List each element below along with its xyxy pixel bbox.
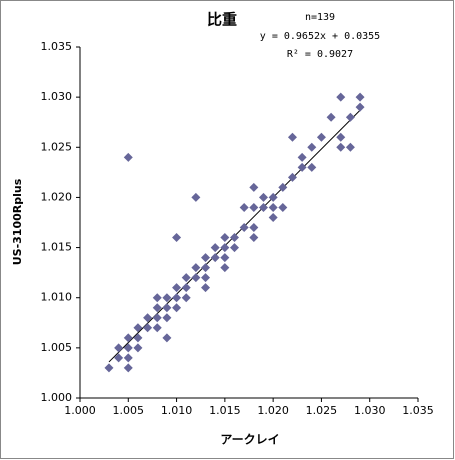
data-point (268, 202, 278, 212)
data-point (201, 253, 211, 263)
data-point (345, 112, 355, 122)
data-point (239, 223, 249, 233)
data-point (172, 233, 182, 243)
data-point (181, 293, 191, 303)
data-point (191, 192, 201, 202)
data-point (143, 313, 153, 323)
data-point (152, 303, 162, 313)
data-point (239, 202, 249, 212)
data-point (297, 162, 307, 172)
data-point (249, 223, 259, 233)
data-point (152, 313, 162, 323)
data-point (201, 283, 211, 293)
annotation: R² = 0.9027 (287, 49, 353, 60)
data-point (220, 253, 230, 263)
data-point (133, 333, 143, 343)
data-point (114, 343, 124, 353)
y-tick-label: 1.000 (41, 391, 73, 404)
data-point (278, 202, 288, 212)
chart-title: 比重 (207, 11, 237, 29)
data-point (336, 142, 346, 152)
data-point (133, 343, 143, 353)
x-tick-label: 1.010 (161, 404, 193, 417)
data-point (143, 323, 153, 333)
data-point (123, 343, 133, 353)
data-point (355, 102, 365, 112)
data-point (287, 132, 297, 142)
data-point (172, 303, 182, 313)
data-point (268, 192, 278, 202)
data-point (258, 202, 268, 212)
y-tick-label: 1.025 (41, 140, 73, 153)
data-point (172, 283, 182, 293)
data-point (345, 142, 355, 152)
data-point (249, 233, 259, 243)
data-point (336, 92, 346, 102)
data-point (220, 243, 230, 253)
x-tick-label: 1.035 (402, 404, 434, 417)
x-tick-label: 1.015 (209, 404, 241, 417)
data-point (210, 253, 220, 263)
data-point (230, 233, 240, 243)
data-point (181, 283, 191, 293)
y-tick-label: 1.035 (41, 40, 73, 53)
data-point (133, 323, 143, 333)
x-tick-label: 1.000 (64, 404, 96, 417)
data-point (114, 353, 124, 363)
annotation: y = 0.9652x + 0.0355 (260, 31, 380, 42)
data-point (152, 293, 162, 303)
data-point (268, 212, 278, 222)
data-point (355, 92, 365, 102)
data-point (249, 182, 259, 192)
data-point (287, 172, 297, 182)
data-point (172, 293, 182, 303)
data-point (162, 333, 172, 343)
data-point (162, 303, 172, 313)
data-point (191, 273, 201, 283)
x-tick-label: 1.025 (306, 404, 338, 417)
data-point (210, 243, 220, 253)
data-point (258, 192, 268, 202)
data-point (181, 273, 191, 283)
x-tick-label: 1.020 (257, 404, 289, 417)
data-point (162, 293, 172, 303)
y-tick-label: 1.020 (41, 190, 73, 203)
x-tick-label: 1.005 (113, 404, 145, 417)
data-point (152, 323, 162, 333)
data-point (123, 363, 133, 373)
data-point (307, 162, 317, 172)
data-point (230, 243, 240, 253)
annotation: n=139 (305, 12, 335, 23)
data-point (201, 263, 211, 273)
data-point (297, 152, 307, 162)
data-point (336, 132, 346, 142)
data-point (191, 263, 201, 273)
y-tick-label: 1.015 (41, 241, 73, 254)
y-tick-label: 1.030 (41, 90, 73, 103)
data-point (201, 273, 211, 283)
data-point (220, 233, 230, 243)
data-point (249, 202, 259, 212)
data-point (123, 152, 133, 162)
y-axis-label: US-3100Rplus (11, 178, 24, 265)
data-point (316, 132, 326, 142)
y-tick-label: 1.010 (41, 291, 73, 304)
data-point (220, 263, 230, 273)
x-axis-label: アークレイ (220, 433, 279, 447)
data-point (326, 112, 336, 122)
y-tick-label: 1.005 (41, 341, 73, 354)
data-point (278, 182, 288, 192)
data-point (123, 353, 133, 363)
data-point (104, 363, 114, 373)
data-point (123, 333, 133, 343)
data-point (307, 142, 317, 152)
x-tick-label: 1.030 (354, 404, 386, 417)
data-point (162, 313, 172, 323)
